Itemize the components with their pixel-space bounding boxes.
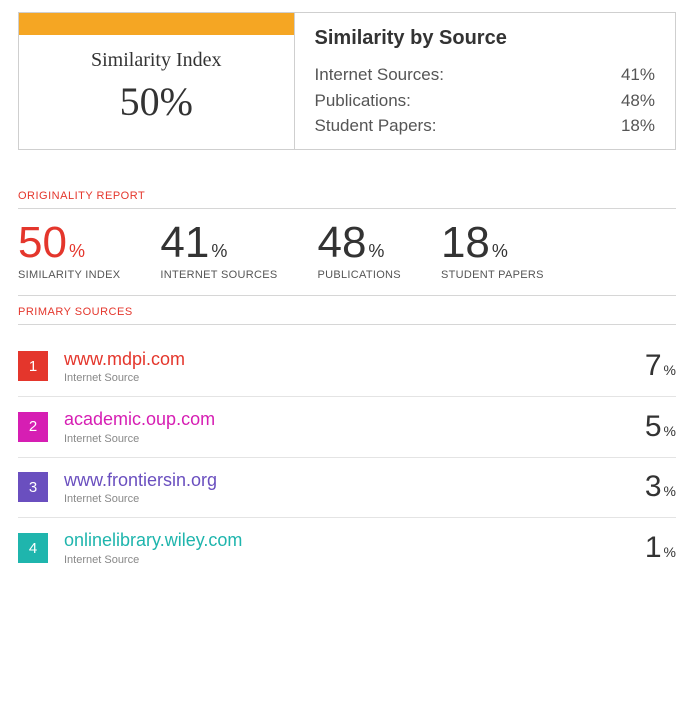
source-row-label: Internet Sources: — [315, 62, 444, 88]
source-item: 4 onlinelibrary.wiley.com Internet Sourc… — [18, 518, 676, 578]
source-type-label: Internet Source — [64, 493, 645, 505]
metric-value: 48 % — [317, 221, 400, 265]
metric-similarity-index: 50 % SIMILARITY INDEX — [18, 221, 120, 281]
percent-sign: % — [492, 242, 508, 260]
source-row-internet: Internet Sources: 41% — [315, 62, 655, 88]
metric-value: 18 % — [441, 221, 544, 265]
percent-sign: % — [69, 242, 85, 260]
metric-label: INTERNET SOURCES — [160, 269, 277, 281]
metric-number: 50 — [18, 221, 67, 265]
metric-publications: 48 % PUBLICATIONS — [317, 221, 400, 281]
source-link[interactable]: academic.oup.com — [64, 409, 645, 431]
source-percent: 5 % — [645, 410, 676, 444]
metric-label: SIMILARITY INDEX — [18, 269, 120, 281]
similarity-by-source-title: Similarity by Source — [315, 27, 655, 50]
source-rank-badge: 3 — [18, 472, 48, 502]
source-percent: 7 % — [645, 349, 676, 383]
metric-label: PUBLICATIONS — [317, 269, 400, 281]
metric-number: 41 — [160, 221, 209, 265]
source-link[interactable]: www.frontiersin.org — [64, 470, 645, 492]
metric-number: 48 — [317, 221, 366, 265]
percent-sign: % — [211, 242, 227, 260]
source-type-label: Internet Source — [64, 433, 645, 445]
metric-internet-sources: 41 % INTERNET SOURCES — [160, 221, 277, 281]
percent-sign: % — [664, 362, 676, 378]
source-rank-badge: 2 — [18, 412, 48, 442]
similarity-index-label: Similarity Index — [19, 49, 294, 72]
similarity-index-wrap: Similarity Index 50% — [19, 35, 294, 143]
source-percent-number: 3 — [645, 470, 662, 504]
percent-sign: % — [664, 423, 676, 439]
source-row-label: Publications: — [315, 88, 411, 114]
source-link[interactable]: onlinelibrary.wiley.com — [64, 530, 645, 552]
source-item: 1 www.mdpi.com Internet Source 7 % — [18, 337, 676, 398]
source-rank-badge: 1 — [18, 351, 48, 381]
source-row-value: 18% — [621, 113, 655, 139]
source-percent: 1 % — [645, 531, 676, 565]
source-info: academic.oup.com Internet Source — [64, 409, 645, 445]
source-percent-number: 7 — [645, 349, 662, 383]
source-rank-badge: 4 — [18, 533, 48, 563]
similarity-by-source-panel: Similarity by Source Internet Sources: 4… — [295, 13, 675, 149]
source-type-label: Internet Source — [64, 372, 645, 384]
source-item: 3 www.frontiersin.org Internet Source 3 … — [18, 458, 676, 519]
similarity-index-panel: Similarity Index 50% — [19, 13, 295, 149]
similarity-color-bar — [19, 13, 294, 35]
metric-value: 41 % — [160, 221, 277, 265]
source-row-label: Student Papers: — [315, 113, 437, 139]
source-percent-number: 1 — [645, 531, 662, 565]
primary-sources-list: 1 www.mdpi.com Internet Source 7 % 2 aca… — [18, 337, 676, 578]
source-info: www.mdpi.com Internet Source — [64, 349, 645, 385]
source-info: onlinelibrary.wiley.com Internet Source — [64, 530, 645, 566]
metric-value: 50 % — [18, 221, 120, 265]
originality-report-label: ORIGINALITY REPORT — [18, 190, 676, 209]
similarity-summary-box: Similarity Index 50% Similarity by Sourc… — [18, 12, 676, 150]
source-percent-number: 5 — [645, 410, 662, 444]
source-row-publications: Publications: 48% — [315, 88, 655, 114]
source-percent: 3 % — [645, 470, 676, 504]
percent-sign: % — [664, 544, 676, 560]
source-link[interactable]: www.mdpi.com — [64, 349, 645, 371]
source-info: www.frontiersin.org Internet Source — [64, 470, 645, 506]
percent-sign: % — [664, 483, 676, 499]
metric-student-papers: 18 % STUDENT PAPERS — [441, 221, 544, 281]
source-item: 2 academic.oup.com Internet Source 5 % — [18, 397, 676, 458]
source-row-value: 41% — [621, 62, 655, 88]
metric-number: 18 — [441, 221, 490, 265]
source-type-label: Internet Source — [64, 554, 645, 566]
primary-sources-label: PRIMARY SOURCES — [18, 306, 676, 325]
similarity-index-value: 50% — [19, 78, 294, 125]
source-row-student-papers: Student Papers: 18% — [315, 113, 655, 139]
percent-sign: % — [368, 242, 384, 260]
metric-label: STUDENT PAPERS — [441, 269, 544, 281]
metrics-row: 50 % SIMILARITY INDEX 41 % INTERNET SOUR… — [18, 221, 676, 296]
source-row-value: 48% — [621, 88, 655, 114]
